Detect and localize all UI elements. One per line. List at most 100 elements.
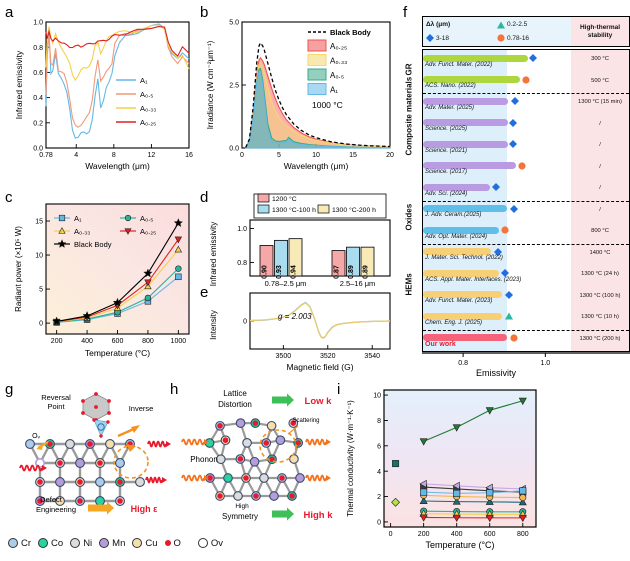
- reference-label: Adv. Sci. (2024): [425, 190, 468, 197]
- atom-o: [99, 434, 103, 438]
- y-axis-title: Infrared emissivity: [14, 50, 24, 119]
- atom-o: [222, 437, 229, 444]
- x-axis-title: Wavelength (μm): [85, 161, 150, 171]
- reference-label: Adv. Mater. (2025): [425, 104, 475, 111]
- series-line: [45, 25, 190, 58]
- atom-o: [57, 460, 63, 466]
- bar-value: 0.90: [262, 265, 269, 279]
- element-legend: Cr Co Ni Mn Cu O Ov: [8, 532, 344, 554]
- scattering-loop: [259, 429, 297, 463]
- group-label: 2.5–16 μm: [340, 279, 376, 288]
- data-marker: [485, 514, 494, 523]
- panel-b-chart: 0.0 2.5 5.0 0 5 10 15 20 Black Body A₀.₂₅ A₀.₃₃ A₀.…: [200, 8, 395, 183]
- diamond-marker-icon: [504, 290, 513, 299]
- panel-f-label: f: [403, 4, 408, 21]
- data-marker: [144, 294, 152, 302]
- atom-o: [37, 498, 43, 504]
- legend-item-circle: 0.78-16: [497, 34, 568, 43]
- panel-e-label: e: [200, 284, 209, 301]
- atom-o: [47, 441, 53, 447]
- data-marker: [420, 488, 428, 496]
- reference-label: Science. (2025): [425, 126, 468, 133]
- reference-label: Adv. Funct. Mater. (2023): [425, 298, 493, 305]
- legend-label: A₀.₂₅: [140, 118, 156, 127]
- stability-value: /: [599, 185, 601, 192]
- panel-f-chart-area: Adv. Funct. Mater. (2022) 300 °C ACS. Nano…: [422, 49, 630, 352]
- element-legend-item-ov: Ov: [197, 538, 223, 549]
- bar: [259, 245, 274, 277]
- data-marker: [82, 310, 92, 321]
- x-axis-title: Magnetic field (G): [286, 362, 353, 372]
- data-marker: [452, 514, 461, 523]
- data-marker: [419, 479, 427, 488]
- data-marker: [518, 397, 527, 406]
- defect-text-line1: Defect: [40, 495, 63, 504]
- panel-g-label: g: [5, 381, 14, 398]
- circle-marker-icon: [522, 76, 530, 84]
- high-k-label: High k: [303, 510, 333, 521]
- wave-arrow: [181, 438, 205, 446]
- atom-ni: [233, 491, 243, 501]
- group-divider: [423, 93, 629, 94]
- x-tick: 1000: [171, 338, 187, 345]
- atom-o: [81, 399, 85, 403]
- data-marker: [143, 268, 153, 278]
- stability-value: /: [599, 206, 601, 213]
- x-axis-title: Wavelength (μm): [284, 161, 349, 171]
- y-axis-title: Infrared emissivity: [209, 222, 218, 286]
- legend-label: A₀.₅: [140, 90, 153, 99]
- y-tick: 8: [377, 418, 381, 425]
- panel-f-row: Adv. Mater. (2025) 1300 °C (15 min): [423, 93, 629, 115]
- y-axis-title: Irradiance (W cm⁻²μm⁻¹): [206, 40, 215, 129]
- data-marker: [419, 496, 428, 505]
- y-axis-title: Thermal conductivity (W·m⁻¹·K⁻¹): [346, 400, 355, 517]
- bar-value: 0.93: [276, 265, 283, 279]
- atom-o: [217, 493, 223, 499]
- atom-o: [81, 411, 85, 415]
- wave-arrow: [305, 438, 327, 446]
- legend-label: A₀.₃₃: [140, 104, 156, 113]
- circle-marker-icon: [518, 162, 526, 170]
- emissivity-bar: [423, 291, 503, 299]
- x-tick: 3500: [276, 353, 292, 360]
- element-legend-item-cu: Cu: [132, 538, 158, 549]
- y-tick: 10: [373, 393, 381, 400]
- stability-value: /: [599, 142, 601, 149]
- diamond-marker-icon: [528, 54, 537, 63]
- panel-f-row: Chem. Eng. J. (2025) 1300 °C (10 h): [423, 308, 629, 330]
- reference-label: J. Adv. Ceram.(2025): [425, 212, 482, 219]
- low-k-label: Low k: [305, 396, 333, 407]
- emissivity-bar: [423, 248, 492, 256]
- element-legend-label: Co: [51, 537, 64, 549]
- panel-i-svg: 0 2 4 6 8 10 0 200 400 600 800 Thermal conductivity…: [346, 389, 537, 550]
- category-label: HEMs: [404, 272, 414, 295]
- x-tick: 3540: [364, 353, 380, 360]
- legend-label: 1300 °C-100 h: [272, 206, 316, 214]
- y-tick: 0: [39, 321, 43, 328]
- x-tick: 0.8: [458, 360, 468, 367]
- x-tick: 20: [386, 152, 394, 159]
- bar-value: 0.89: [348, 265, 355, 279]
- panel-f-row: J. Adv. Ceram.(2025) /: [423, 201, 629, 223]
- y-tick: 0: [243, 319, 247, 326]
- y-tick: 4: [377, 469, 381, 476]
- panel-d-svg: 0.8 1.0 0.90 0.93 0.940.78–2.5 μm 0.87 0.89 0.8…: [209, 193, 391, 288]
- y-axis-title: Radiant power (×10⁵ W): [14, 226, 23, 312]
- circle-marker-icon: [510, 334, 518, 342]
- atom-mn: [235, 418, 246, 428]
- panel-f-row: Science. (2025) /: [423, 115, 629, 137]
- panel-h-svg: Lattice Distortion Low k Scattering Phonon Hi…: [181, 389, 333, 521]
- y-tick: 0.6: [33, 70, 43, 77]
- panel-b-label: b: [200, 4, 209, 21]
- atom-o: [243, 475, 249, 481]
- wave-arrowhead: [162, 477, 167, 483]
- reference-label: ACS. Nano. (2022): [425, 83, 476, 90]
- data-marker: [124, 228, 132, 235]
- reference-label: J. Mater. Sci. Technol. (2022): [425, 255, 503, 262]
- g-factor-annotation: g = 2.003: [278, 312, 312, 321]
- atom-mn: [75, 458, 85, 468]
- block-arrow: [88, 501, 114, 515]
- bar-value: 0.94: [291, 265, 298, 279]
- legend-label: 1300 °C-200 h: [332, 206, 376, 214]
